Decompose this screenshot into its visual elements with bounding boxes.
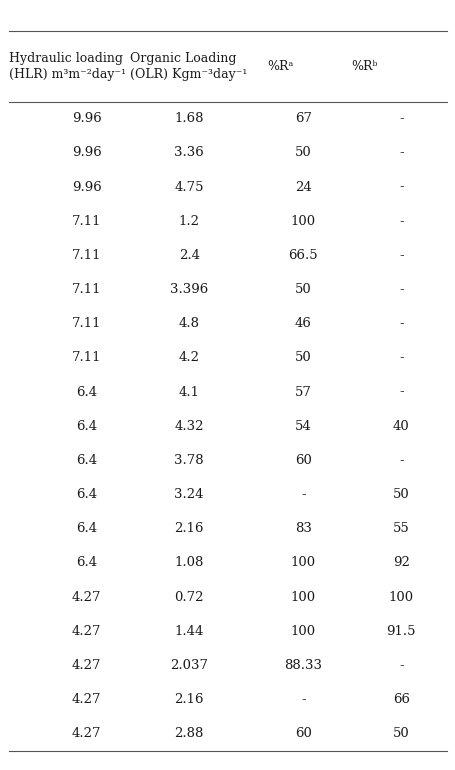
Text: 50: 50 [392, 488, 409, 501]
Text: 4.2: 4.2 [178, 351, 199, 364]
Text: -: - [398, 215, 403, 228]
Text: 9.96: 9.96 [71, 180, 101, 193]
Text: 7.11: 7.11 [72, 215, 101, 228]
Text: 4.27: 4.27 [72, 693, 101, 706]
Text: 83: 83 [294, 522, 311, 535]
Text: 100: 100 [290, 624, 315, 638]
Text: 91.5: 91.5 [386, 624, 415, 638]
Text: 57: 57 [294, 386, 311, 399]
Text: 2.037: 2.037 [170, 659, 208, 672]
Text: 60: 60 [294, 727, 311, 740]
Text: 100: 100 [290, 557, 315, 569]
Text: 7.11: 7.11 [72, 249, 101, 262]
Text: 88.33: 88.33 [283, 659, 322, 672]
Text: 67: 67 [294, 112, 311, 126]
Text: 54: 54 [294, 420, 311, 433]
Text: 6.4: 6.4 [76, 386, 97, 399]
Text: -: - [300, 488, 305, 501]
Text: 6.4: 6.4 [76, 420, 97, 433]
Text: -: - [398, 454, 403, 467]
Text: 4.27: 4.27 [72, 624, 101, 638]
Text: 50: 50 [294, 283, 311, 296]
Text: 60: 60 [294, 454, 311, 467]
Text: -: - [398, 351, 403, 364]
Text: 100: 100 [388, 591, 413, 604]
Text: 2.88: 2.88 [174, 727, 203, 740]
Text: 50: 50 [294, 351, 311, 364]
Text: 4.75: 4.75 [174, 180, 203, 193]
Text: 4.27: 4.27 [72, 659, 101, 672]
Text: -: - [398, 180, 403, 193]
Text: -: - [398, 249, 403, 262]
Text: -: - [398, 146, 403, 159]
Text: 92: 92 [392, 557, 409, 569]
Text: 0.72: 0.72 [174, 591, 203, 604]
Text: 40: 40 [392, 420, 409, 433]
Text: 4.8: 4.8 [178, 317, 199, 330]
Text: 4.32: 4.32 [174, 420, 203, 433]
Text: 100: 100 [290, 591, 315, 604]
Text: -: - [398, 386, 403, 399]
Text: 50: 50 [294, 146, 311, 159]
Text: 1.2: 1.2 [178, 215, 199, 228]
Text: 7.11: 7.11 [72, 317, 101, 330]
Text: -: - [398, 317, 403, 330]
Text: 3.78: 3.78 [174, 454, 203, 467]
Text: 2.16: 2.16 [174, 693, 203, 706]
Text: 1.68: 1.68 [174, 112, 203, 126]
Text: 4.1: 4.1 [178, 386, 199, 399]
Text: 1.44: 1.44 [174, 624, 203, 638]
Text: 66.5: 66.5 [288, 249, 317, 262]
Text: Hydraulic loading
(HLR) m³m⁻²day⁻¹: Hydraulic loading (HLR) m³m⁻²day⁻¹ [9, 52, 126, 81]
Text: -: - [398, 283, 403, 296]
Text: 4.27: 4.27 [72, 727, 101, 740]
Text: 9.96: 9.96 [71, 112, 101, 126]
Text: 46: 46 [294, 317, 311, 330]
Text: -: - [300, 693, 305, 706]
Text: 6.4: 6.4 [76, 522, 97, 535]
Text: 66: 66 [392, 693, 409, 706]
Text: 2.4: 2.4 [178, 249, 199, 262]
Text: 3.24: 3.24 [174, 488, 203, 501]
Text: Organic Loading
(OLR) Kgm⁻³day⁻¹: Organic Loading (OLR) Kgm⁻³day⁻¹ [130, 52, 247, 81]
Text: 6.4: 6.4 [76, 557, 97, 569]
Text: 4.27: 4.27 [72, 591, 101, 604]
Text: 100: 100 [290, 215, 315, 228]
Text: 7.11: 7.11 [72, 283, 101, 296]
Text: 24: 24 [294, 180, 311, 193]
Text: 1.08: 1.08 [174, 557, 203, 569]
Text: 9.96: 9.96 [71, 146, 101, 159]
Text: 55: 55 [392, 522, 409, 535]
Text: 7.11: 7.11 [72, 351, 101, 364]
Text: %Rᵇ: %Rᵇ [351, 60, 377, 72]
Text: 3.36: 3.36 [174, 146, 204, 159]
Text: -: - [398, 659, 403, 672]
Text: 6.4: 6.4 [76, 488, 97, 501]
Text: 50: 50 [392, 727, 409, 740]
Text: %Rᵃ: %Rᵃ [267, 60, 293, 72]
Text: -: - [398, 112, 403, 126]
Text: 6.4: 6.4 [76, 454, 97, 467]
Text: 3.396: 3.396 [170, 283, 208, 296]
Text: 2.16: 2.16 [174, 522, 203, 535]
